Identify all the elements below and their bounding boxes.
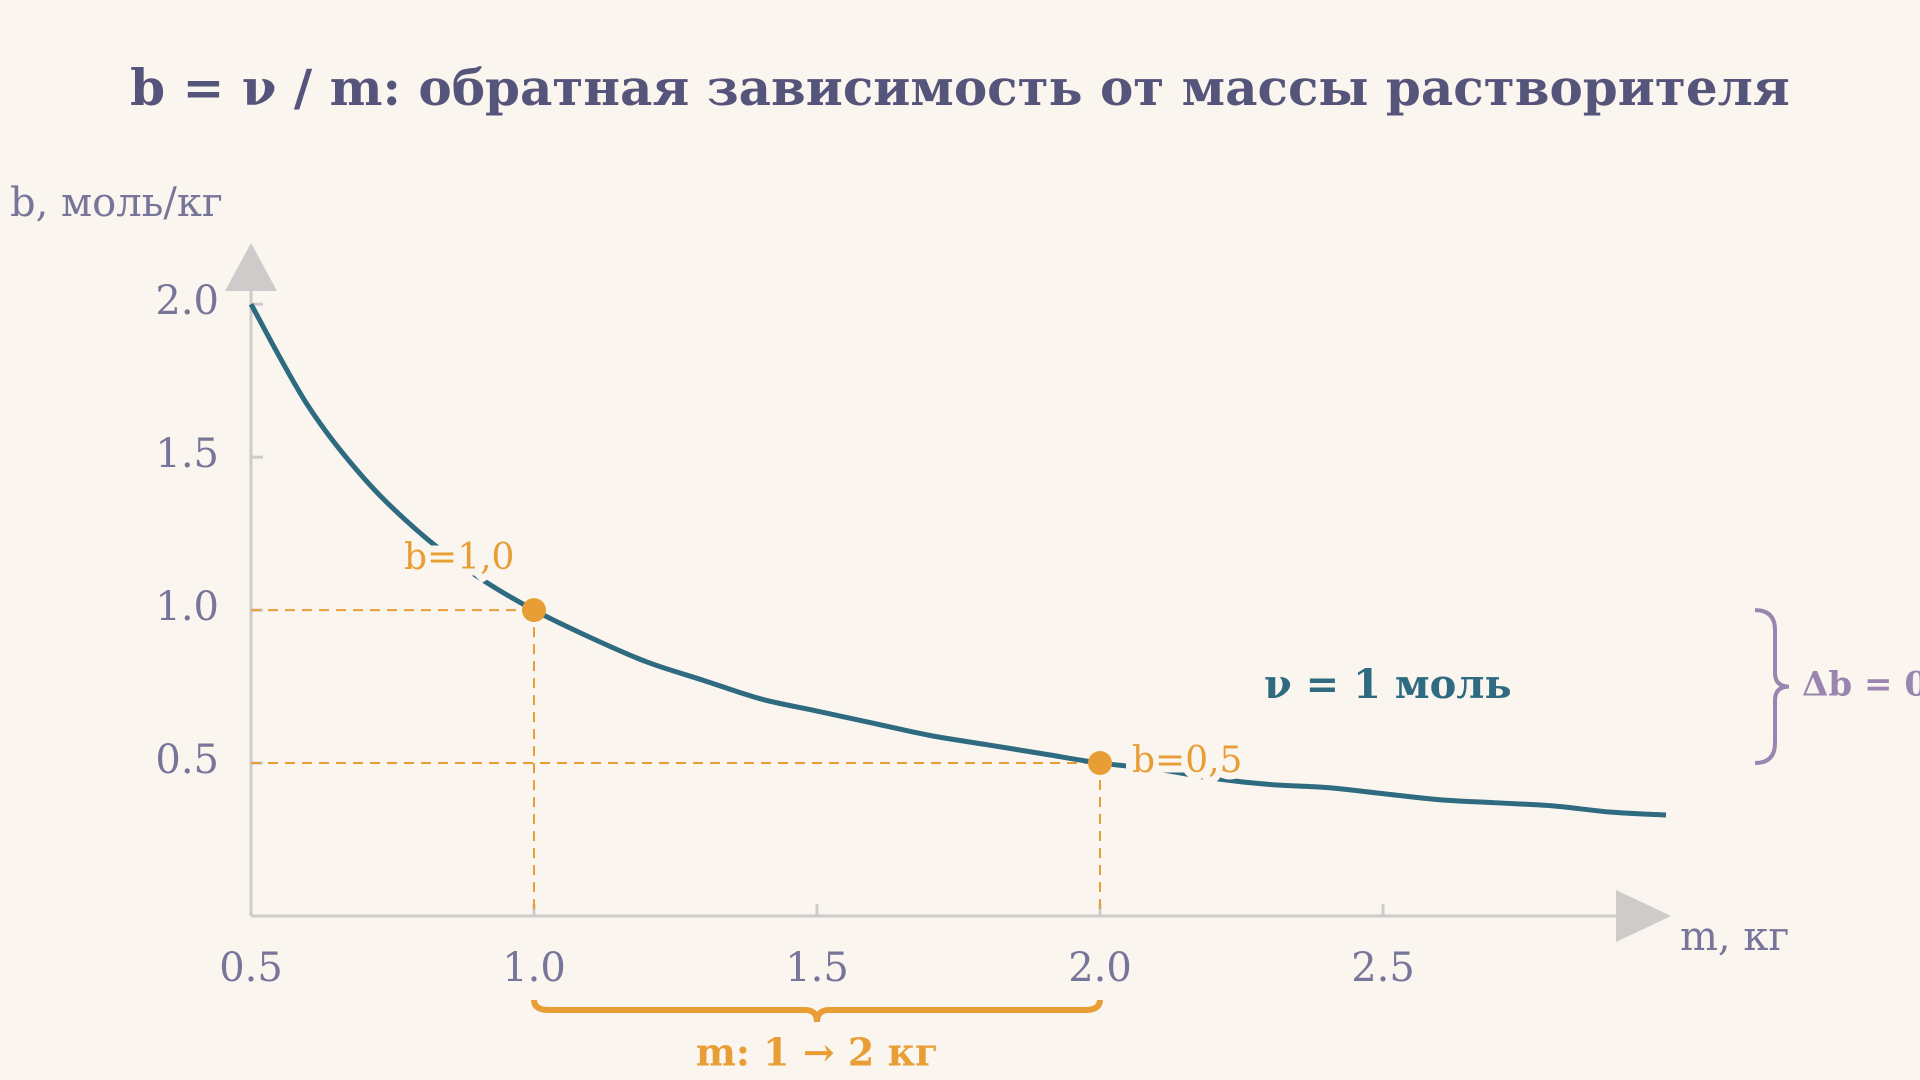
point-label: b=0,5 <box>1132 740 1242 781</box>
x-tick-label: 1.5 <box>785 945 849 991</box>
x-axis-label: m, кг <box>1680 914 1789 960</box>
y-brace <box>1754 608 1790 766</box>
curve-label: ν = 1 моль <box>1264 661 1512 708</box>
x-brace-label: m: 1 → 2 кг <box>696 1030 939 1075</box>
x-tick-label: 1.0 <box>502 945 566 991</box>
y-tick-label: 1.0 <box>155 584 219 630</box>
x-brace <box>531 999 1103 1023</box>
x-tick-label: 0.5 <box>219 945 283 991</box>
y-tick-label: 1.5 <box>155 431 219 477</box>
point <box>1088 751 1112 776</box>
y-brace-label: Δb = 0 <box>1802 665 1920 705</box>
y-tick-label: 0.5 <box>155 737 219 783</box>
point <box>522 598 546 623</box>
x-axis-arrow <box>1616 890 1671 942</box>
chart-title: b = ν / m: обратная зависимость от массы… <box>130 58 1790 117</box>
point-label: b=1,0 <box>404 537 514 578</box>
y-axis-arrow <box>225 243 277 291</box>
curve <box>248 302 1667 818</box>
x-tick-label: 2.5 <box>1351 945 1415 991</box>
y-tick-label: 2.0 <box>155 278 219 324</box>
x-tick-label: 2.0 <box>1068 945 1132 991</box>
y-axis-label: b, моль/кг <box>10 180 223 226</box>
